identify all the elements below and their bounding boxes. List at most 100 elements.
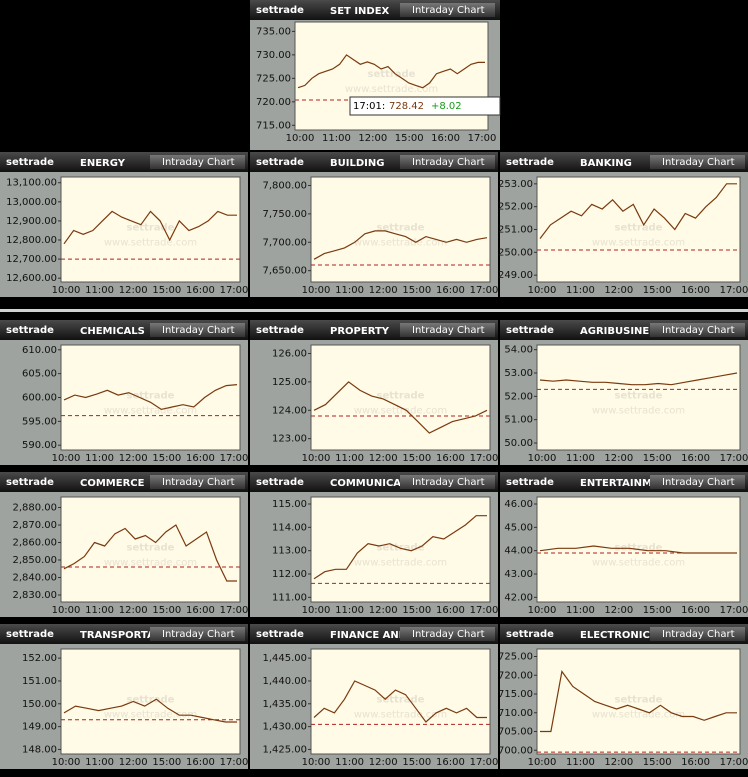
y-tick-label: 720.00 (498, 670, 533, 681)
y-tick-label: 125.00 (272, 377, 307, 388)
y-tick-label: 54.00 (504, 345, 533, 356)
y-tick-label: 1,435.00 (262, 699, 307, 710)
x-tick-label: 15:00 (643, 285, 672, 296)
panel-title: CHEMICALS (80, 326, 145, 337)
x-tick-label: 16:00 (436, 285, 465, 296)
y-tick-label: 725.00 (498, 652, 533, 663)
y-tick-label: 2,850.00 (12, 555, 57, 566)
x-tick-label: 15:00 (643, 605, 672, 616)
chart-button[interactable] (650, 323, 745, 337)
chart-button-label: Intraday Chart (662, 325, 735, 336)
watermark: settrade (377, 391, 425, 402)
chart-button[interactable] (400, 627, 495, 641)
y-tick-label: 7,800.00 (262, 181, 307, 192)
x-tick-label: 15:00 (402, 605, 431, 616)
panel-title: PROPERTY (330, 326, 390, 337)
x-tick-label: 16:00 (436, 757, 465, 768)
watermark-url: www.settrade.com (104, 238, 197, 249)
x-tick-label: 17:00 (470, 453, 499, 464)
chart-button[interactable] (650, 475, 745, 489)
brand-logo: settrade (506, 157, 554, 168)
chart-button[interactable] (400, 3, 495, 17)
x-tick-label: 17:00 (720, 453, 748, 464)
y-tick-label: 13,100.00 (6, 178, 57, 189)
x-tick-label: 16:00 (431, 133, 460, 144)
y-tick-label: 7,750.00 (262, 209, 307, 220)
y-tick-label: 2,880.00 (12, 503, 57, 514)
panel-title: BANKING (580, 158, 632, 169)
watermark: settrade (615, 543, 663, 554)
brand-logo: settrade (256, 5, 304, 16)
x-tick-label: 15:00 (152, 453, 181, 464)
chart-button[interactable] (150, 627, 245, 641)
panel-title: COMMUNICATION (330, 478, 428, 489)
chart-button[interactable] (150, 323, 245, 337)
x-tick-label: 16:00 (436, 605, 465, 616)
watermark: settrade (615, 695, 663, 706)
chart-button[interactable] (400, 323, 495, 337)
x-tick-label: 16:00 (186, 605, 215, 616)
y-tick-label: 705.00 (498, 727, 533, 738)
y-tick-label: 605.00 (22, 369, 57, 380)
x-tick-label: 17:00 (220, 757, 249, 768)
x-tick-label: 12:00 (119, 605, 148, 616)
y-tick-label: 45.00 (504, 522, 533, 533)
y-tick-label: 730.00 (256, 50, 291, 61)
chart-button[interactable] (400, 155, 495, 169)
panel-title: ENERGY (80, 158, 126, 169)
y-tick-label: 113.00 (272, 546, 307, 557)
panel-title: AGRIBUSINESS (580, 326, 663, 337)
chart-button[interactable] (650, 627, 745, 641)
x-tick-label: 11:00 (85, 605, 114, 616)
x-tick-label: 12:00 (119, 453, 148, 464)
chart-button-label: Intraday Chart (162, 325, 235, 336)
y-tick-label: 12,800.00 (6, 235, 57, 246)
y-tick-label: 148.00 (22, 744, 57, 755)
y-tick-label: 7,700.00 (262, 237, 307, 248)
chart-button[interactable] (150, 475, 245, 489)
x-tick-label: 12:00 (604, 757, 633, 768)
watermark: settrade (615, 223, 663, 234)
x-tick-label: 12:00 (369, 605, 398, 616)
y-tick-label: 715.00 (256, 120, 291, 131)
price-line (539, 372, 738, 386)
y-tick-label: 1,425.00 (262, 744, 307, 755)
x-tick-label: 15:00 (152, 605, 181, 616)
watermark: settrade (127, 223, 175, 234)
x-tick-label: 17:00 (468, 133, 497, 144)
x-tick-label: 12:00 (604, 453, 633, 464)
y-tick-label: 149.00 (22, 722, 57, 733)
chart-button-label: Intraday Chart (412, 477, 485, 488)
y-tick-label: 114.00 (272, 522, 307, 533)
watermark: settrade (127, 543, 175, 554)
x-tick-label: 15:00 (402, 285, 431, 296)
x-tick-label: 17:00 (220, 453, 249, 464)
chart-button[interactable] (650, 155, 745, 169)
y-tick-label: 720.00 (256, 97, 291, 108)
x-tick-label: 17:00 (720, 285, 748, 296)
x-tick-label: 16:00 (436, 453, 465, 464)
y-tick-label: 13,000.00 (6, 197, 57, 208)
x-tick-label: 11:00 (335, 757, 364, 768)
y-tick-label: 111.00 (272, 592, 307, 603)
x-tick-label: 15:00 (402, 757, 431, 768)
price-line (313, 515, 487, 580)
price-line (63, 210, 237, 245)
brand-logo: settrade (256, 325, 304, 336)
chart-button[interactable] (400, 475, 495, 489)
x-tick-label: 10:00 (528, 757, 557, 768)
plot-area (310, 344, 491, 451)
watermark-url: www.settrade.com (592, 558, 685, 569)
panel-title: ELECTRONIC (580, 630, 650, 641)
chart-button[interactable] (150, 155, 245, 169)
watermark-url: www.settrade.com (345, 84, 438, 95)
x-tick-label: 10:00 (52, 757, 81, 768)
x-tick-label: 16:00 (681, 453, 710, 464)
plot-area (536, 176, 741, 283)
y-tick-label: 124.00 (272, 405, 307, 416)
plot-area (60, 648, 241, 755)
x-tick-label: 11:00 (335, 605, 364, 616)
y-tick-label: 51.00 (504, 415, 533, 426)
separator (0, 309, 748, 312)
x-tick-label: 11:00 (566, 285, 595, 296)
